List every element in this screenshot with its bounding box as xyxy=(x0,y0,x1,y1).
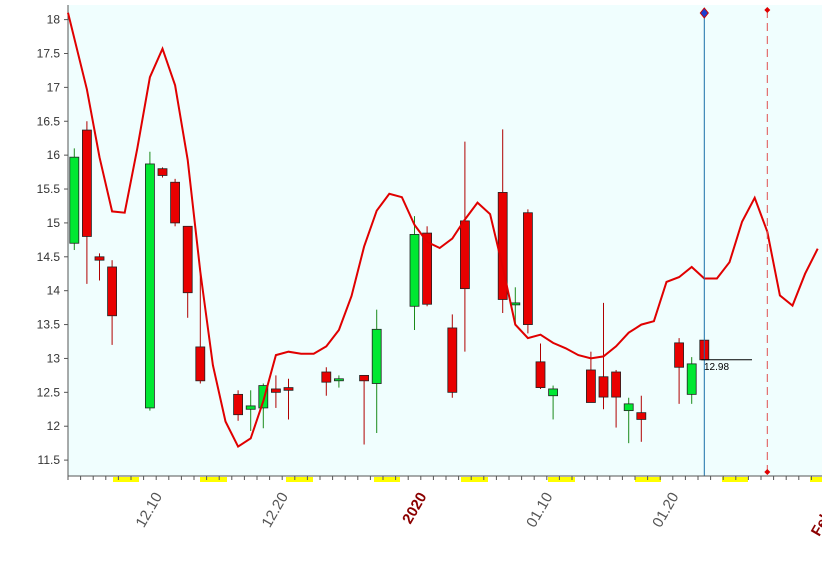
candle-series xyxy=(69,121,710,445)
weekend-marker xyxy=(548,477,575,482)
candle-body xyxy=(333,378,344,382)
x-tick-label: Feb.01 xyxy=(808,490,822,540)
x-tick-label: 01.10 xyxy=(523,490,556,531)
weekend-marker xyxy=(810,477,822,482)
projection-marker-top xyxy=(764,7,771,13)
candle-body xyxy=(623,403,634,412)
candle-body xyxy=(245,405,256,410)
weekend-marker xyxy=(286,477,313,482)
candle-body xyxy=(157,168,168,176)
candle-body xyxy=(258,385,269,409)
x-tick-label: 2020 xyxy=(399,490,430,527)
candle-body xyxy=(535,361,546,388)
candle-body xyxy=(82,129,92,237)
cursor-group[interactable] xyxy=(699,7,771,476)
weekend-marker xyxy=(374,477,400,482)
y-tick-label: 17 xyxy=(47,80,61,94)
y-tick-label: 12 xyxy=(47,419,61,433)
candle-body xyxy=(459,220,470,290)
y-axis: 18 17.5 17 16.5 16 15.5 15 14.5 14 13.5 13 12.5 12 11… xyxy=(37,5,69,476)
candle-body xyxy=(636,412,647,420)
y-tick-label: 16 xyxy=(47,148,61,162)
candle-body xyxy=(195,346,206,382)
candle-body xyxy=(674,342,684,368)
candle-body xyxy=(170,181,181,224)
candle-body xyxy=(371,328,382,384)
candle-body xyxy=(144,163,155,409)
candle-body xyxy=(270,388,281,393)
weekend-marker xyxy=(200,477,227,482)
candle-body xyxy=(510,302,521,306)
last-price-label: 12.98 xyxy=(704,362,729,373)
x-tick-label: 01.20 xyxy=(649,490,682,531)
weekend-marker xyxy=(113,477,139,482)
candle-body xyxy=(523,212,533,325)
candle-body xyxy=(107,266,117,317)
y-tick-label: 12.5 xyxy=(37,385,61,399)
candle-body xyxy=(611,371,621,398)
candle-body xyxy=(233,393,244,416)
candle-body xyxy=(422,232,433,305)
y-tick-label: 13 xyxy=(47,351,61,365)
candle-body xyxy=(182,225,193,294)
candle-body xyxy=(586,369,596,403)
y-tick-label: 13.5 xyxy=(37,318,61,332)
candle-body xyxy=(409,234,420,307)
x-tick-label: 12.10 xyxy=(132,490,165,531)
candle-body xyxy=(321,371,332,383)
candle-body xyxy=(283,387,294,391)
candle-body xyxy=(598,376,609,398)
y-tick-label: 17.5 xyxy=(37,46,61,60)
y-tick-label: 16.5 xyxy=(37,114,61,128)
x-tick-label: 12.20 xyxy=(258,490,291,531)
cursor-handle[interactable] xyxy=(699,7,709,19)
candle-body xyxy=(94,256,105,261)
candle-body xyxy=(359,374,370,382)
y-tick-label: 14.5 xyxy=(37,250,61,264)
weekend-marker xyxy=(722,477,748,482)
candle-body xyxy=(447,327,458,393)
y-tick-label: 18 xyxy=(47,13,61,27)
projection-marker-bottom xyxy=(764,469,771,475)
candle-body xyxy=(69,156,80,244)
plot-area xyxy=(68,5,822,476)
weekend-marker xyxy=(461,477,488,482)
y-tick-label: 11.5 xyxy=(38,453,61,467)
candle-body xyxy=(548,388,558,397)
y-tick-label: 15 xyxy=(47,216,61,230)
candle-body xyxy=(686,363,697,395)
y-tick-label: 14 xyxy=(47,284,61,298)
x-axis: 12.10 12.20 2020 01.10 01.20 Feb.01 xyxy=(67,475,822,540)
y-tick-label: 15.5 xyxy=(37,182,61,196)
moving-average-line xyxy=(67,12,819,449)
